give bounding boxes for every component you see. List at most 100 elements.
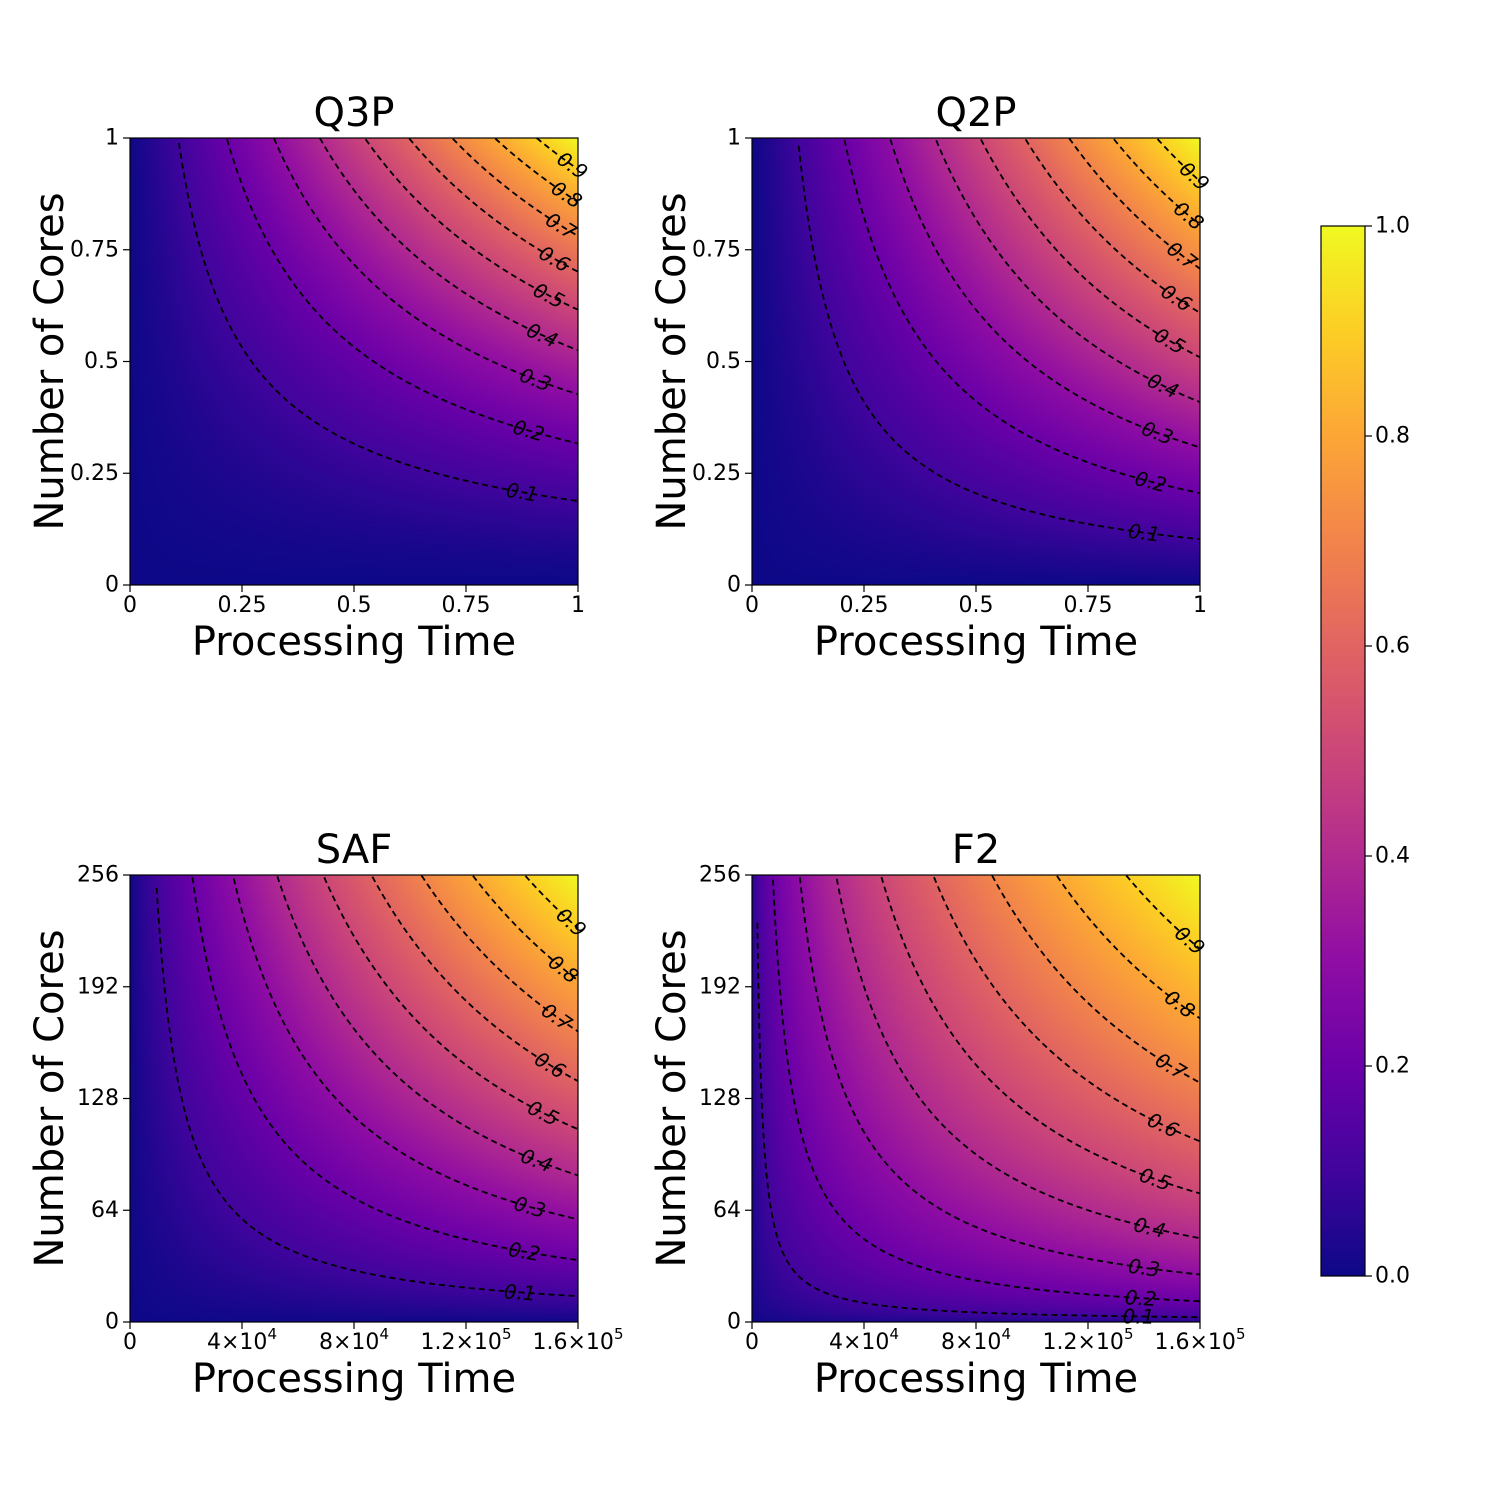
contour-line: [1056, 875, 1200, 1020]
y-tick-label: 0: [105, 1310, 119, 1335]
x-tick-label: 1: [1193, 593, 1207, 618]
y-tick-label: 128: [699, 1086, 741, 1111]
colorbar-tick-label: 0.6: [1375, 634, 1410, 659]
y-tick-label: 0.25: [70, 461, 119, 486]
contour-lines: [155, 875, 578, 1298]
x-tick-label: 1: [571, 593, 585, 618]
contour-line: [1113, 138, 1200, 226]
contour-label: 0.3: [1127, 1254, 1162, 1282]
contour-line: [319, 138, 578, 352]
x-tick-label: 1.6×105: [533, 1325, 624, 1355]
contour-line: [843, 139, 1200, 494]
contour-line: [273, 138, 578, 396]
contour-line: [1156, 138, 1200, 182]
x-axis-label: Processing Time: [814, 619, 1138, 665]
colorbar: 0.0 0.2 0.4 0.6 0.8 1.0: [1320, 214, 1410, 1289]
colorbar-tick-label: 0.8: [1375, 424, 1410, 449]
y-axis-label: Number of Cores: [27, 929, 73, 1267]
y-tick-label: 1: [105, 126, 119, 151]
contour-line: [980, 138, 1200, 359]
contour-line: [1125, 875, 1200, 950]
contour-lines: [178, 138, 578, 502]
x-tick-label: 0: [123, 1330, 137, 1355]
x-tick-label: 0: [123, 593, 137, 618]
y-tick-label: 0.75: [70, 237, 119, 262]
contour-line: [276, 875, 578, 1177]
y-tick-label: 0: [727, 1310, 741, 1335]
heatmap-image: [752, 875, 1200, 1322]
x-tick-label: 1.2×105: [421, 1325, 512, 1355]
colorbar-tick-label: 0.0: [1375, 1264, 1410, 1289]
x-tick-label: 0.75: [1064, 593, 1113, 618]
contour-line: [232, 878, 578, 1221]
x-tick-label: 1.2×105: [1043, 1325, 1134, 1355]
contour-line: [364, 138, 578, 311]
y-tick-label: 64: [91, 1198, 119, 1223]
colorbar-tick-label: 0.2: [1375, 1054, 1410, 1079]
contour-line: [536, 138, 578, 171]
contour-line: [1024, 138, 1200, 314]
contour-line: [191, 877, 578, 1261]
y-tick-label: 256: [699, 863, 741, 888]
x-tick-label: 8×104: [941, 1325, 1011, 1355]
contour-line: [524, 875, 578, 929]
contour-line: [420, 875, 578, 1033]
contour-line: [452, 138, 578, 237]
contour-line: [1068, 138, 1200, 270]
x-tick-label: 0.5: [337, 593, 372, 618]
colorbar-tick-label: 1.0: [1375, 214, 1410, 239]
x-tick-label: 0.75: [442, 593, 491, 618]
y-tick-label: 192: [77, 974, 119, 999]
contour-label: 0.1: [504, 478, 539, 507]
x-axis-label: Processing Time: [814, 1356, 1138, 1402]
contour-line: [323, 877, 578, 1131]
contour-line: [226, 138, 578, 445]
y-tick-label: 0.25: [692, 461, 741, 486]
contour-line: [756, 922, 1200, 1319]
contour-lines: [756, 875, 1200, 1319]
contour-line: [935, 139, 1200, 403]
panel-title: F2: [952, 827, 1000, 873]
contour-line: [178, 142, 578, 502]
panel-title: Q2P: [935, 90, 1016, 136]
y-tick-label: 64: [713, 1198, 741, 1223]
contour-line: [835, 878, 1200, 1240]
contour-label: 0.2: [1124, 1285, 1157, 1311]
contour-line: [494, 138, 578, 203]
x-tick-label: 0.25: [218, 593, 267, 618]
y-tick-label: 1: [727, 126, 741, 151]
x-tick-label: 0.25: [840, 593, 889, 618]
panel-title: Q3P: [313, 90, 394, 136]
x-tick-label: 8×104: [319, 1325, 389, 1355]
contour-line: [797, 145, 1200, 541]
y-tick-label: 0.75: [692, 237, 741, 262]
contour-line: [991, 875, 1200, 1084]
y-tick-label: 0: [727, 573, 741, 598]
y-axis-label: Number of Cores: [649, 192, 695, 530]
contour-label: 0.1: [1127, 519, 1162, 547]
contour-line: [933, 876, 1200, 1143]
colorbar-gradient: [1320, 225, 1366, 1277]
contour-label: 0.2: [507, 1237, 542, 1266]
x-tick-label: 4×104: [207, 1325, 277, 1355]
y-axis-label: Number of Cores: [649, 929, 695, 1267]
contour-lines: [797, 138, 1200, 541]
x-tick-label: 4×104: [829, 1325, 899, 1355]
y-tick-label: 0.5: [84, 349, 119, 374]
y-axis-label: Number of Cores: [27, 192, 73, 530]
y-tick-label: 256: [77, 863, 119, 888]
y-tick-label: 128: [77, 1086, 119, 1111]
contour-line: [408, 138, 578, 273]
x-axis-label: Processing Time: [192, 1356, 516, 1402]
x-tick-label: 0.5: [959, 593, 994, 618]
x-tick-label: 0: [745, 593, 759, 618]
y-tick-label: 0.5: [706, 349, 741, 374]
contour-line: [371, 876, 578, 1082]
x-axis-label: Processing Time: [192, 619, 516, 665]
